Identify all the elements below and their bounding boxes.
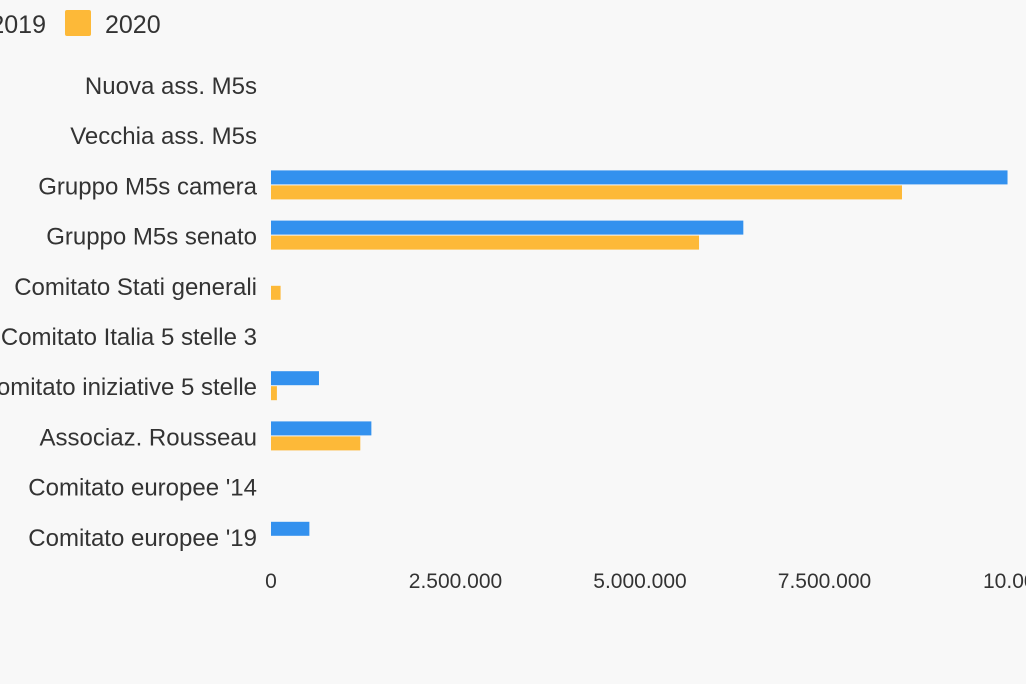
- category-labels: Nuova ass. M5s Vecchia ass. M5s Gruppo M5s…: [0, 73, 258, 552]
- legend-label-2020: 2020: [105, 11, 161, 39]
- bar-2019-7: [271, 371, 319, 386]
- category-label: Comitato europee '14: [28, 475, 257, 502]
- bar-2020-4: [271, 235, 700, 250]
- x-tick-label: 10.000.000: [983, 570, 1026, 593]
- category-label: Comitato Stati generali: [14, 274, 257, 301]
- bar-2020-7: [271, 386, 277, 401]
- bar-2019-3: [271, 170, 1008, 185]
- legend-swatch-2020: [65, 10, 91, 36]
- x-tick-label: 2.500.000: [409, 570, 502, 593]
- x-axis-ticks: 0 2.500.000 5.000.000 7.500.000 10.000.000: [265, 570, 1026, 593]
- bar-2019-8: [271, 421, 372, 436]
- bar-2019-10: [271, 521, 310, 536]
- x-tick-label: 5.000.000: [593, 570, 686, 593]
- bar-2019-4: [271, 220, 744, 235]
- category-label: Comitato iniziative 5 stelle: [0, 374, 257, 401]
- bars: [271, 170, 1008, 536]
- category-label: Gruppo M5s senato: [46, 224, 257, 251]
- chart-legend: 2019 2020: [0, 8, 260, 42]
- x-tick-label: 0: [265, 570, 277, 593]
- category-label: Gruppo M5s camera: [38, 173, 257, 200]
- category-label: Vecchia ass. M5s: [70, 123, 257, 150]
- bar-2020-5: [271, 285, 281, 300]
- category-label: Nuova ass. M5s: [85, 73, 257, 100]
- legend-label-2019: 2019: [0, 11, 46, 39]
- category-label: Comitato Italia 5 stelle 3: [1, 324, 257, 351]
- category-label: Associaz. Rousseau: [40, 424, 257, 451]
- bar-2020-8: [271, 436, 361, 451]
- bar-2020-3: [271, 185, 902, 200]
- x-tick-label: 7.500.000: [778, 570, 871, 593]
- category-label: Comitato europee '19: [28, 525, 257, 552]
